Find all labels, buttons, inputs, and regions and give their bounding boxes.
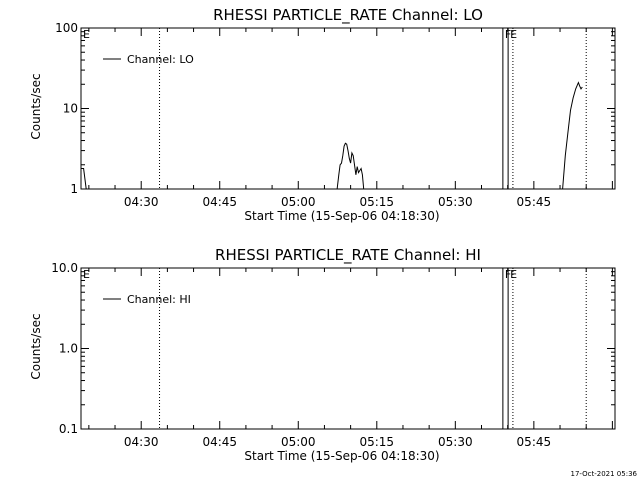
- event-marker-label: E: [83, 268, 90, 281]
- y-axis-label: Counts/sec: [29, 73, 43, 139]
- chart-title: RHESSI PARTICLE_RATE Channel: HI: [215, 246, 481, 265]
- chart-panel-0: RHESSI PARTICLE_RATE Channel: LO 1 10 100 04…: [29, 6, 616, 223]
- event-marker-label: F: [505, 268, 511, 281]
- x-tick-label: 05:15: [359, 435, 394, 449]
- event-marker-label: F: [505, 28, 511, 41]
- x-tick-label: 04:45: [202, 195, 237, 209]
- event-marker-label: E: [510, 28, 517, 41]
- footer-timestamp: 17-Oct-2021 05:36: [571, 470, 638, 478]
- series-line: [81, 168, 87, 189]
- x-axis-label: Start Time (15-Sep-06 04:18:30): [244, 449, 439, 463]
- x-tick-label: 05:45: [517, 435, 552, 449]
- x-tick-label: 05:30: [438, 435, 473, 449]
- y-tick-label: 0.1: [59, 422, 78, 436]
- y-tick-label: 100: [55, 21, 78, 35]
- event-marker-label: E: [510, 268, 517, 281]
- x-tick-label: 05:00: [281, 195, 316, 209]
- series-line: [562, 81, 583, 189]
- x-tick-label: 05:00: [281, 435, 316, 449]
- series-line: [336, 142, 365, 189]
- y-tick-label: 10.0: [51, 261, 78, 275]
- chart-title: RHESSI PARTICLE_RATE Channel: LO: [213, 6, 483, 25]
- y-tick-label: 1: [70, 182, 78, 196]
- y-tick-label: 1.0: [59, 342, 78, 356]
- event-marker-label: E: [83, 28, 90, 41]
- legend-label: Channel: HI: [127, 293, 191, 306]
- x-axis-label: Start Time (15-Sep-06 04:18:30): [244, 209, 439, 223]
- x-tick-label: 04:30: [124, 435, 159, 449]
- y-axis-label: Counts/sec: [29, 313, 43, 379]
- x-tick-label: 05:15: [359, 195, 394, 209]
- x-tick-label: 04:45: [202, 435, 237, 449]
- x-tick-label: 04:30: [124, 195, 159, 209]
- x-tick-label: 05:45: [517, 195, 552, 209]
- legend-label: Channel: LO: [127, 53, 194, 66]
- chart-panel-1: RHESSI PARTICLE_RATE Channel: HI 0.1 1.0 10…: [29, 246, 616, 463]
- x-tick-label: 05:30: [438, 195, 473, 209]
- y-tick-label: 10: [63, 102, 78, 116]
- series-group: [81, 81, 583, 189]
